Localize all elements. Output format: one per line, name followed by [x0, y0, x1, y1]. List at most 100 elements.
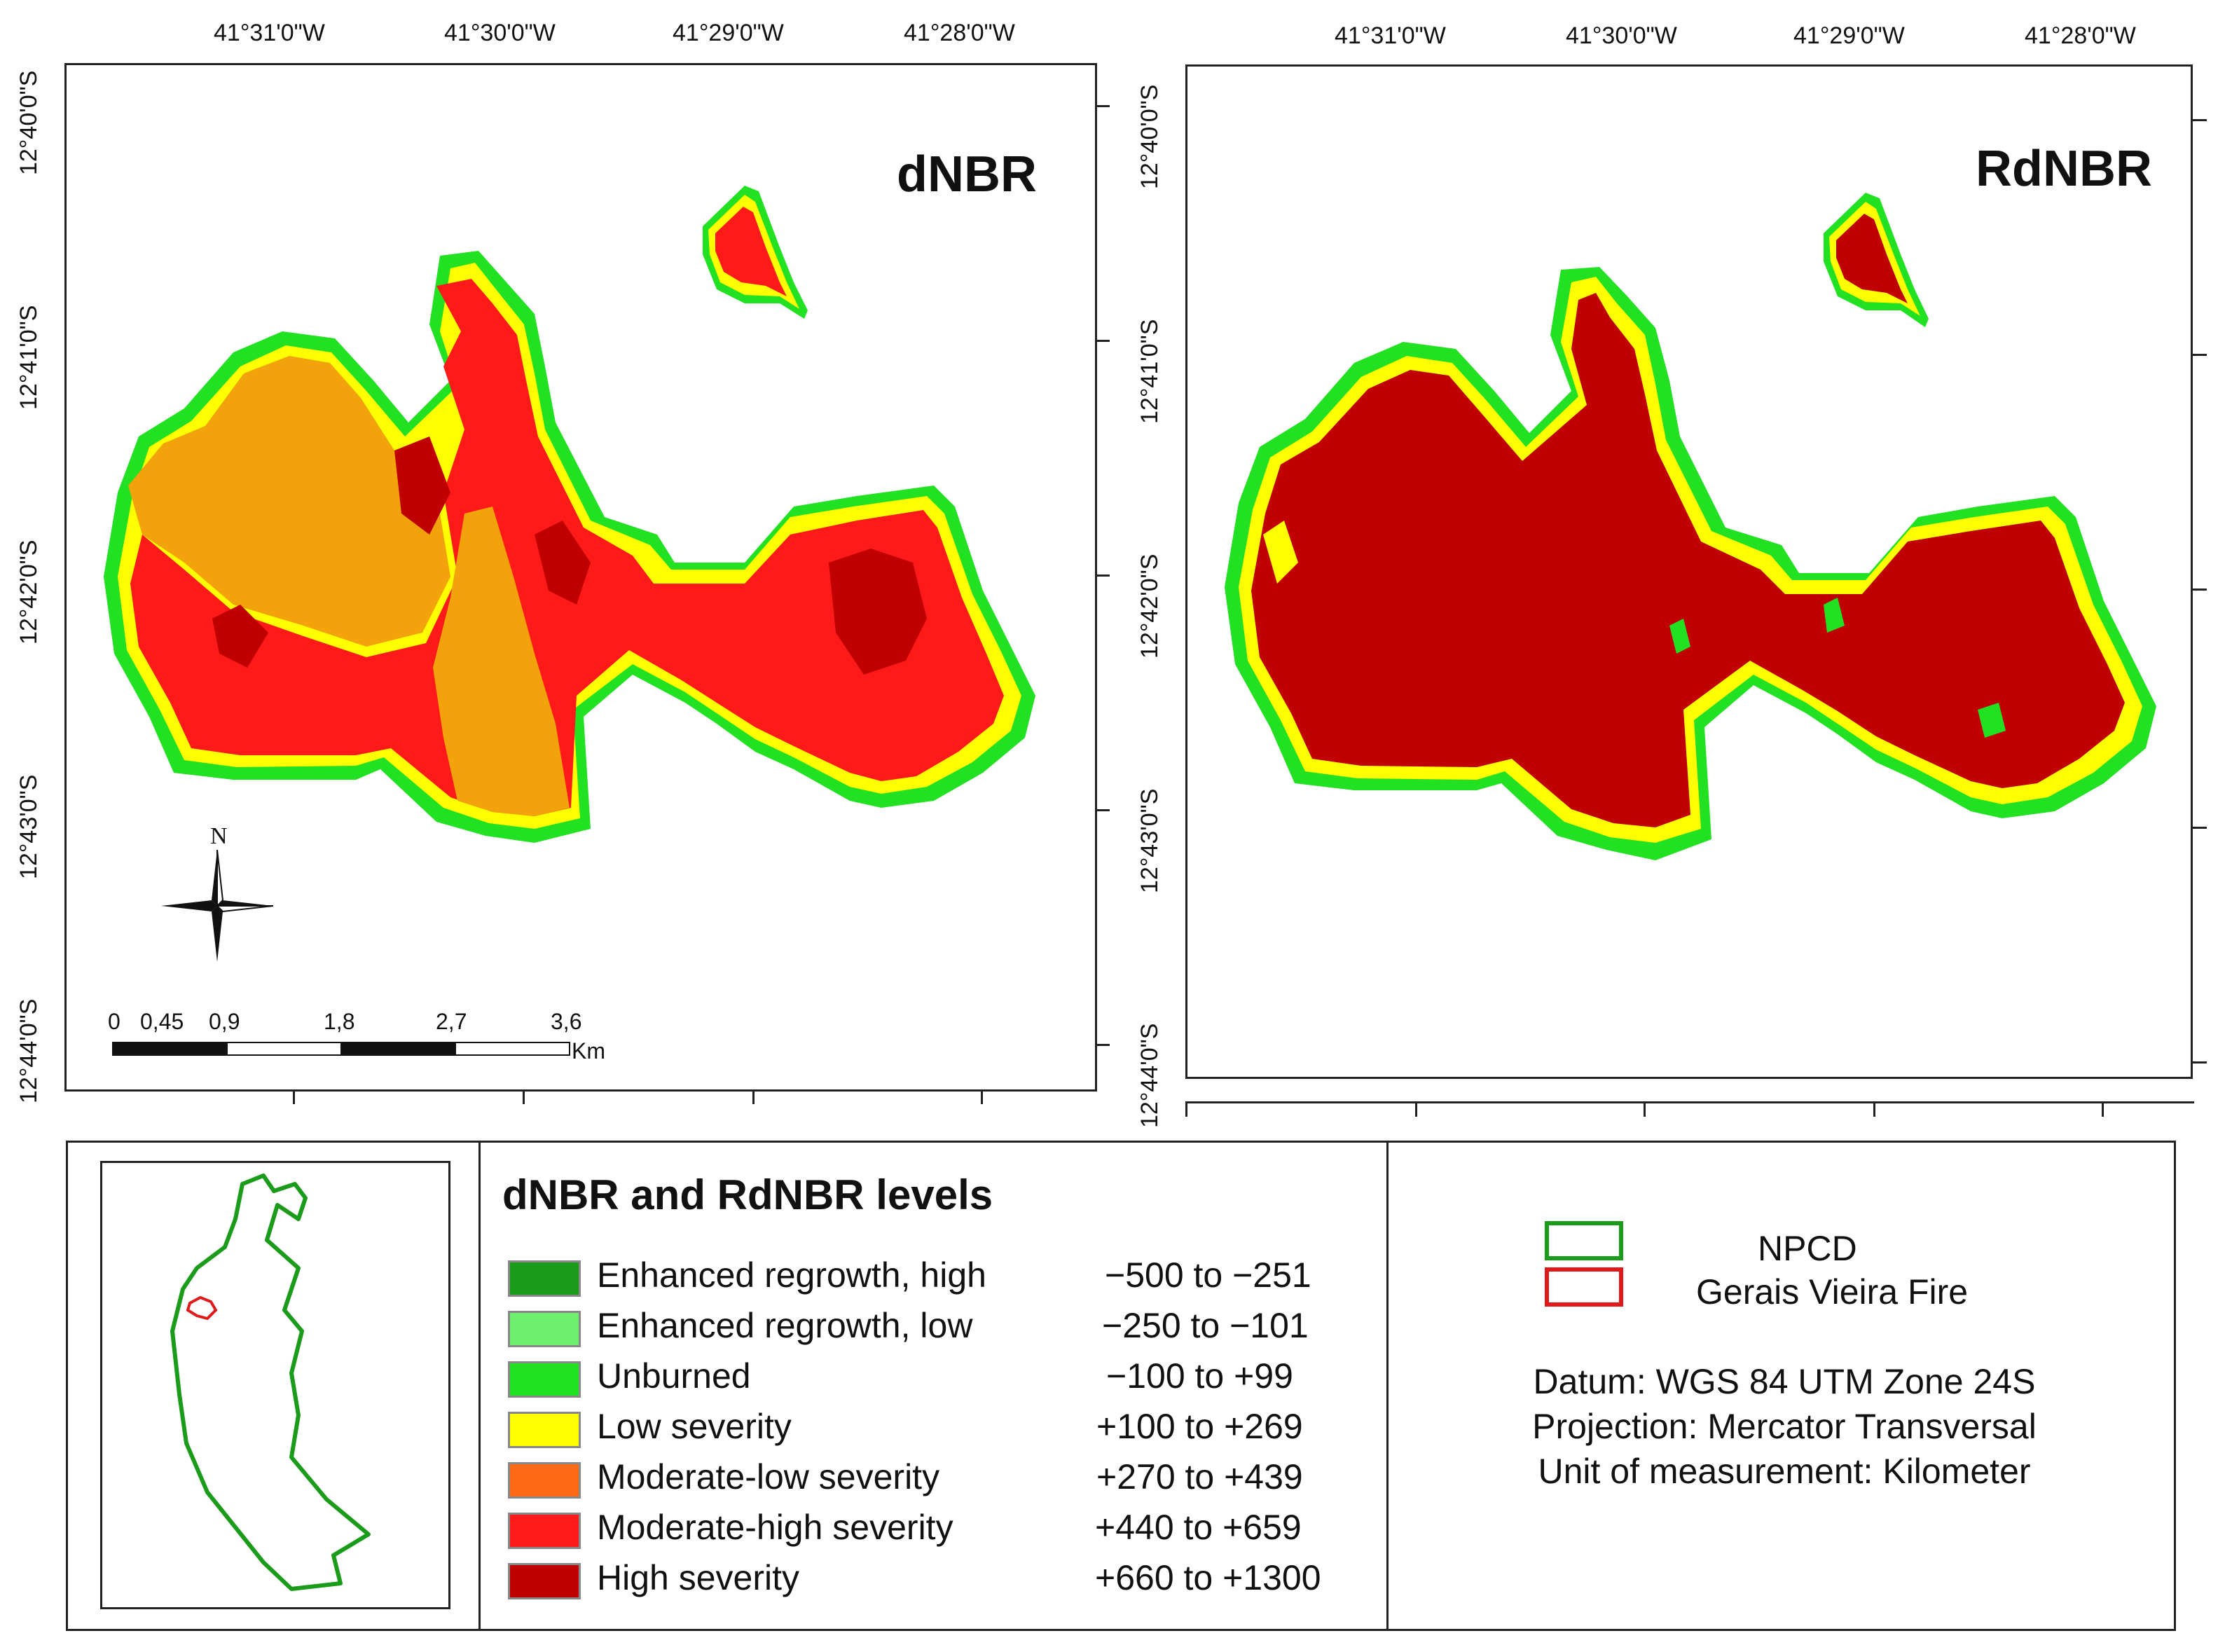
lon-tick-mark — [1415, 1103, 1417, 1117]
map-title-dnbr: dNBR — [897, 146, 1037, 202]
lat-tick-label: 12°43'0"S — [1136, 788, 1163, 893]
legend-swatch — [508, 1361, 581, 1398]
legend-divider — [478, 1143, 481, 1629]
lon-tick-label: 41°28'0"W — [2025, 22, 2136, 49]
npcd-boundary-outline — [170, 1173, 371, 1591]
legend-divider — [1386, 1143, 1389, 1629]
scale-bar-segments — [112, 1042, 570, 1056]
legend-class-range: −250 to −101 — [1102, 1306, 1309, 1345]
lon-tick-mark — [2102, 1103, 2104, 1117]
lat-tick-mark — [1096, 105, 1110, 107]
rdnbr-unburned-patch — [1978, 703, 2006, 738]
map-title-rdnbr: RdNBR — [1976, 141, 2152, 197]
legend-swatch — [508, 1311, 581, 1347]
npcd-boundary-label: NPCD — [1758, 1229, 1857, 1268]
scale-number: 3,6 — [551, 1009, 582, 1034]
npcd-boundary-swatch — [1545, 1221, 1623, 1260]
scale-number: 0 — [108, 1009, 120, 1034]
lat-tick-label: 12°43'0"S — [15, 774, 42, 879]
rdnbr-unburned-patch — [1824, 598, 1845, 633]
dnbr-moderate-low-west — [128, 356, 450, 647]
legend-class-label: High severity — [597, 1558, 799, 1597]
dnbr-island-burn — [715, 207, 787, 296]
datum-text: Datum: WGS 84 UTM Zone 24S — [1533, 1362, 2036, 1401]
scale-unit: Km — [572, 1038, 605, 1064]
scale-number: 2,7 — [436, 1009, 467, 1034]
scale-number: 0,45 — [140, 1009, 184, 1034]
lon-tick-mark — [523, 1090, 525, 1104]
lon-tick-label: 41°29'0"W — [1793, 22, 1905, 49]
scale-number: 0,9 — [209, 1009, 240, 1034]
north-arrow-label: N — [210, 823, 228, 849]
rdnbr-low-patch — [1263, 521, 1298, 584]
projection-text: Projection: Mercator Transversal — [1532, 1407, 2037, 1446]
legend-class-range: −500 to −251 — [1105, 1255, 1311, 1295]
map-panel-rdnbr — [1185, 64, 2193, 1079]
unit-text: Unit of measurement: Kilometer — [1538, 1452, 2031, 1491]
legend-class-label: Enhanced regrowth, low — [597, 1306, 973, 1345]
legend-class-range: +100 to +269 — [1096, 1407, 1303, 1446]
legend-class-range: −100 to +99 — [1106, 1356, 1293, 1396]
rdnbr-unburned-patch — [1669, 619, 1690, 654]
legend-class-label: Enhanced regrowth, high — [597, 1255, 986, 1295]
locator-map — [100, 1161, 450, 1609]
legend-class-label: Low severity — [597, 1407, 792, 1446]
locator-map-outline — [170, 1173, 371, 1591]
dnbr-high-patch-3 — [535, 521, 591, 605]
lat-tick-mark — [1096, 574, 1110, 577]
dnbr-burn-map — [104, 186, 1035, 843]
legend-swatch — [508, 1462, 581, 1499]
legend-class-range: +660 to +1300 — [1095, 1558, 1321, 1597]
dnbr-high-patch-2 — [394, 436, 450, 535]
legend-swatch — [508, 1412, 581, 1448]
legend-title: dNBR and RdNBR levels — [502, 1171, 993, 1218]
north-arrow: N — [161, 823, 273, 963]
compass-rose-icon — [161, 850, 273, 962]
lat-tick-label: 12°40'0"S — [1136, 84, 1163, 189]
lat-tick-label: 12°42'0"S — [1136, 553, 1163, 659]
legend-class-range: +440 to +659 — [1095, 1508, 1302, 1547]
lon-tick-mark — [981, 1090, 983, 1104]
lat-tick-mark — [2193, 354, 2207, 356]
lon-tick-mark — [1185, 1103, 1187, 1117]
lat-tick-mark — [1096, 1044, 1110, 1046]
lon-tick-mark — [1644, 1103, 1646, 1117]
scale-number: 1,8 — [324, 1009, 355, 1034]
lon-tick-label: 41°31'0"W — [214, 20, 325, 46]
lat-tick-mark — [1096, 340, 1110, 342]
lat-tick-mark — [2193, 1061, 2207, 1064]
dnbr-high-patch-4 — [212, 605, 268, 668]
rdnbr-high-body — [1251, 293, 2125, 827]
bottom-axis-line — [1185, 1101, 2194, 1103]
legend-swatch — [508, 1513, 581, 1549]
map-panel-dnbr — [64, 63, 1097, 1092]
lat-tick-mark — [2193, 588, 2207, 591]
lat-tick-label: 12°44'0"S — [1136, 1023, 1163, 1128]
lon-tick-mark — [752, 1090, 755, 1104]
lat-tick-mark — [1096, 809, 1110, 811]
lon-tick-label: 41°30'0"W — [1566, 22, 1677, 49]
lat-tick-mark — [2193, 827, 2207, 829]
legend-class-range: +270 to +439 — [1096, 1457, 1303, 1496]
lon-tick-mark — [293, 1090, 295, 1104]
lon-tick-label: 41°31'0"W — [1335, 22, 1446, 49]
legend-class-label: Moderate-low severity — [597, 1457, 940, 1496]
lon-tick-label: 41°30'0"W — [444, 20, 556, 46]
legend-class-label: Moderate-high severity — [597, 1508, 953, 1547]
fire-boundary-swatch — [1545, 1267, 1623, 1307]
dnbr-high-patch-1 — [829, 549, 927, 675]
legend-swatch — [508, 1563, 581, 1599]
scale-bar: 0 0,45 0,9 1,8 2,7 3,6 Km — [105, 1009, 638, 1065]
fire-area-outline — [186, 1295, 218, 1321]
legend-swatch — [508, 1260, 581, 1297]
lat-tick-label: 12°41'0"S — [15, 305, 42, 410]
lat-tick-label: 12°40'0"S — [15, 70, 42, 175]
dnbr-moderate-low-central — [433, 507, 570, 816]
lat-tick-label: 12°41'0"S — [1136, 319, 1163, 424]
lon-tick-label: 41°29'0"W — [673, 20, 784, 46]
legend-panel: dNBR and RdNBR levels Enhanced regrowth,… — [66, 1141, 2176, 1631]
rdnbr-island-burn — [1836, 214, 1908, 303]
rdnbr-burn-map — [1225, 193, 2156, 860]
lat-tick-mark — [2193, 119, 2207, 121]
lat-tick-label: 12°44'0"S — [15, 998, 42, 1103]
